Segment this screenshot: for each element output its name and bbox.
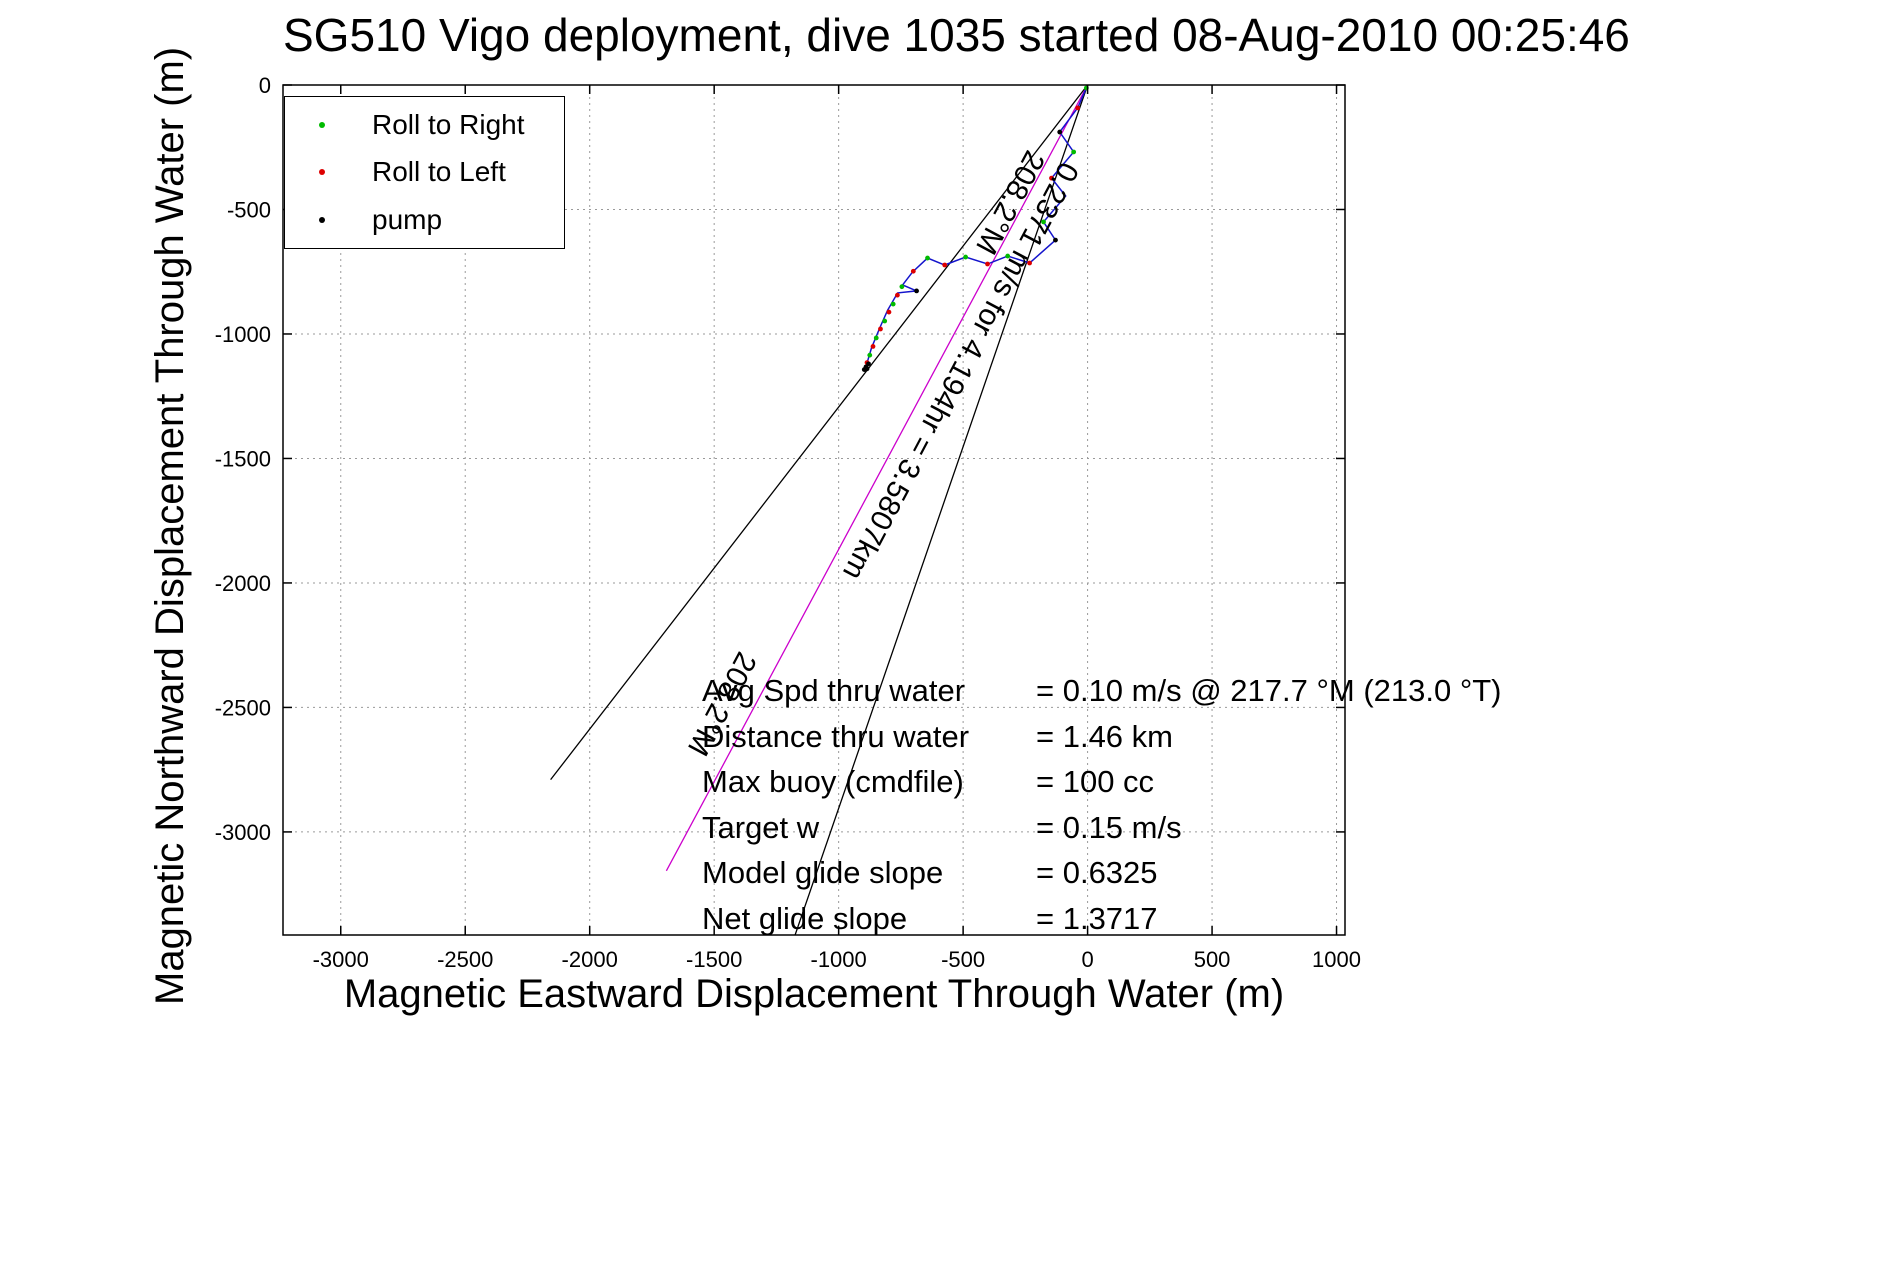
stat-value: = 0.15 m/s (1036, 809, 1182, 845)
x-tick-label: 0 (1081, 947, 1093, 972)
roll-right-marker (873, 335, 879, 341)
legend-label: pump (372, 204, 443, 236)
x-tick-label: -2000 (562, 947, 618, 972)
roll-right-marker (1071, 149, 1077, 155)
y-tick-label: 0 (259, 73, 271, 98)
legend-label: Roll to Left (372, 156, 506, 188)
x-tick-label: 500 (1194, 947, 1231, 972)
y-tick-label: -1500 (215, 446, 271, 471)
y-axis-label: Magnetic Northward Displacement Through … (148, 46, 192, 1005)
roll-left-marker (942, 262, 948, 268)
roll-right-marker (882, 318, 888, 324)
stat-value: = 1.3717 (1036, 900, 1158, 936)
stat-value: = 0.10 m/s @ 217.7 °M (213.0 °T) (1036, 673, 1502, 708)
stat-label: Net glide slope (702, 900, 908, 936)
roll-right-marker (1005, 253, 1011, 259)
x-tick-label: -1000 (811, 947, 867, 972)
roll-left-marker (1049, 175, 1054, 181)
legend: Roll to Right Roll to Left pump (284, 96, 565, 249)
legend-item-pump: pump (285, 198, 564, 243)
legend-label: Roll to Right (372, 108, 525, 140)
pump-marker (864, 366, 870, 372)
x-axis-label: Magnetic Eastward Displacement Through W… (343, 972, 1285, 1016)
stat-value: = 1.46 km (1036, 718, 1173, 754)
line-label: 0.2371 m/s for 4.194hr = 3.5807km (836, 157, 1085, 586)
stat-row: Avg Spd thru water = 0.10 m/s @ 217.7 °M … (702, 668, 1501, 714)
stat-label: Max buoy (cmdfile) (702, 764, 964, 799)
stat-row: Model glide slope = 0.6325 (702, 850, 1501, 896)
figure-title: SG510 Vigo deployment, dive 1035 started… (283, 9, 1630, 61)
x-tick-label: -1500 (686, 947, 742, 972)
stat-value: = 100 cc (1036, 764, 1155, 799)
x-tick-label: -500 (941, 947, 985, 972)
dead-reckoned-displacement-line (665, 84, 1089, 872)
pump-marker (1053, 237, 1058, 243)
y-tick-label: -1000 (215, 322, 271, 347)
y-tick-label: -3000 (215, 820, 271, 845)
roll-left-marker (1027, 260, 1032, 266)
avg-course-line (550, 84, 1089, 781)
roll-right-marker (963, 254, 969, 260)
stat-row: Target w = 0.15 m/s (702, 805, 1501, 851)
roll-left-marker-icon (319, 169, 325, 176)
pump-marker-icon (319, 217, 325, 224)
stat-label: Target w (702, 809, 820, 845)
roll-left-marker (870, 344, 876, 349)
roll-right-marker (867, 352, 873, 358)
roll-left-marker (910, 268, 916, 274)
y-tick-label: -2000 (215, 571, 271, 596)
x-tick-label: -2500 (437, 947, 493, 972)
roll-left-marker (985, 261, 990, 267)
stat-row: Max buoy (cmdfile) = 100 cc (702, 759, 1501, 805)
stat-label: Distance thru water (702, 718, 970, 754)
pump-marker (914, 288, 919, 294)
pump-marker (1057, 129, 1063, 135)
stat-label: Avg Spd thru water (702, 673, 966, 708)
legend-item-roll-to-right: Roll to Right (285, 102, 564, 147)
roll-right-marker (899, 284, 905, 290)
x-tick-label: -3000 (313, 947, 369, 972)
stat-label: Model glide slope (702, 855, 944, 890)
roll-left-marker (1075, 105, 1081, 111)
roll-right-marker (890, 301, 896, 307)
roll-right-marker (925, 255, 930, 261)
plot-border (282, 84, 1346, 936)
x-tick-label: 1000 (1312, 947, 1361, 972)
stat-row: Distance thru water = 1.46 km (702, 714, 1501, 760)
stat-row: Net glide slope = 1.3717 (702, 896, 1501, 942)
roll-right-marker-icon (319, 121, 325, 128)
roll-left-marker (886, 309, 892, 315)
roll-left-marker (878, 326, 883, 332)
net-glide-line (794, 84, 1089, 936)
y-tick-label: -2500 (215, 695, 271, 720)
roll-right-marker (1041, 219, 1046, 225)
roll-left-marker (894, 292, 900, 298)
dive-statistics: Avg Spd thru water = 0.10 m/s @ 217.7 °M … (702, 668, 1501, 941)
legend-item-roll-to-left: Roll to Left (285, 150, 564, 195)
y-tick-label: -500 (227, 197, 271, 222)
stat-value: = 0.6325 (1036, 855, 1158, 890)
